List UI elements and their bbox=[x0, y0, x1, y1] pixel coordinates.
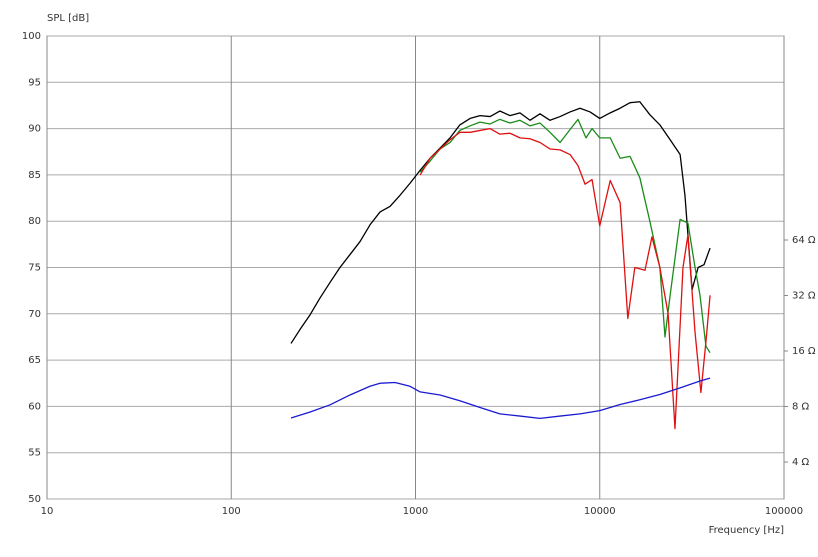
y-tick-label: 80 bbox=[28, 216, 41, 227]
y-tick-label: 55 bbox=[28, 448, 41, 459]
series-line bbox=[290, 377, 711, 419]
x-tick-label: 10 bbox=[41, 506, 54, 517]
x-tick-label: 100000 bbox=[765, 506, 803, 517]
y-tick-label: 70 bbox=[28, 309, 41, 320]
x-tick-label: 10000 bbox=[584, 506, 616, 517]
x-tick-label: 100 bbox=[222, 506, 241, 517]
y2-tick-label: 16 Ω bbox=[792, 346, 816, 357]
y2-tick-label: 64 Ω bbox=[792, 235, 816, 246]
y-tick-label: 50 bbox=[28, 494, 41, 505]
y-tick-label: 65 bbox=[28, 355, 41, 366]
y-tick-label: 75 bbox=[28, 263, 41, 274]
y-axis-label: SPL [dB] bbox=[47, 13, 89, 24]
y2-tick-label: 8 Ω bbox=[792, 402, 810, 413]
series-line bbox=[419, 118, 711, 354]
series-line bbox=[290, 101, 711, 344]
x-axis-label: Frequency [Hz] bbox=[709, 525, 785, 536]
x-tick-label: 1000 bbox=[403, 506, 428, 517]
series-line bbox=[419, 127, 711, 430]
y-tick-label: 100 bbox=[22, 31, 41, 42]
y-tick-label: 95 bbox=[28, 77, 41, 88]
y2-tick-label: 4 Ω bbox=[792, 457, 810, 468]
y-tick-label: 85 bbox=[28, 170, 41, 181]
y-tick-label: 90 bbox=[28, 124, 41, 135]
y-tick-label: 60 bbox=[28, 401, 41, 412]
y2-tick-label: 32 Ω bbox=[792, 291, 816, 302]
